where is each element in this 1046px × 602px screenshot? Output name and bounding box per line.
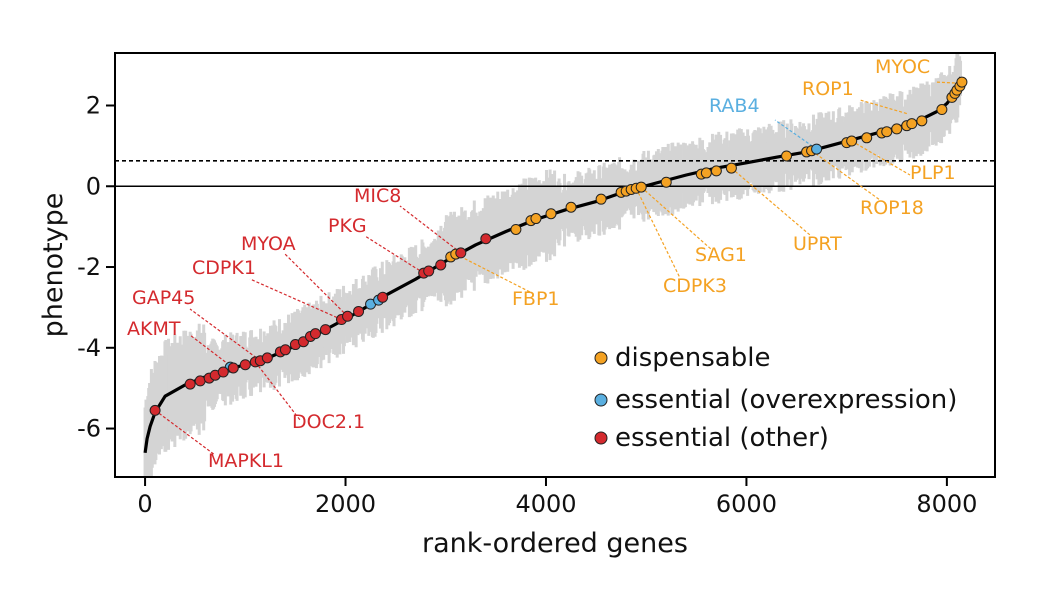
- leader-rop1: [859, 99, 907, 115]
- point-essential-other: [309, 328, 321, 340]
- point-dispensable: [846, 135, 858, 147]
- leader-fbp1: [455, 253, 531, 293]
- point-essential-other: [353, 305, 365, 317]
- point-essential-other: [184, 378, 196, 390]
- point-dispensable: [660, 176, 672, 188]
- point-dispensable: [510, 223, 522, 235]
- leader-mic8: [399, 205, 462, 254]
- point-dispensable: [635, 181, 647, 193]
- legend-label-dispensable: dispensable: [615, 343, 770, 373]
- x-tick-label: 2000: [315, 490, 376, 518]
- legend-label-essential-other: essential (other): [615, 423, 829, 453]
- point-dispensable: [861, 132, 873, 144]
- gene-points: [149, 76, 968, 416]
- point-dispensable: [916, 115, 928, 127]
- annotation-cdpk1: CDPK1: [192, 257, 256, 279]
- y-axis-title: phenotype: [38, 193, 69, 338]
- annotation-uprt: UPRT: [793, 233, 842, 255]
- legend-marker-dispensable: [594, 351, 608, 365]
- leader-rop18: [811, 150, 881, 201]
- y-tick-label: -6: [77, 415, 101, 443]
- legend-marker-essential-overexpression: [594, 393, 608, 407]
- annotation-pkg: PKG: [328, 215, 367, 237]
- leader-plp1: [851, 140, 911, 176]
- x-tick-label: 4000: [515, 490, 576, 518]
- point-essential-other: [261, 352, 273, 364]
- point-dispensable: [956, 76, 968, 88]
- annotation-rop18: ROP18: [860, 197, 924, 219]
- leader-gap45: [189, 308, 261, 362]
- annotation-mic8: MIC8: [354, 185, 401, 207]
- point-dispensable: [725, 162, 737, 174]
- annotation-sag1: SAG1: [695, 244, 747, 266]
- x-tick-label: 8000: [916, 490, 977, 518]
- point-dispensable: [936, 104, 948, 116]
- annotation-gap45: GAP45: [132, 287, 195, 309]
- axis-ticks: 0 2000 4000 6000 8000 2 0 -2 -4 -6: [77, 91, 977, 518]
- point-dispensable: [881, 126, 893, 138]
- point-dispensable: [710, 165, 722, 177]
- annotation-rab4: RAB4: [709, 95, 760, 117]
- point-dispensable: [891, 123, 903, 135]
- x-axis-title: rank-ordered genes: [422, 528, 688, 559]
- point-essential-other: [217, 366, 229, 378]
- gene-annotations: MYOC ROP1 RAB4 PLP1 ROP18 UPRT SAG1 CDPK3 FBP1 MI…: [127, 56, 956, 472]
- point-essential-other: [227, 362, 239, 374]
- point-dispensable: [781, 150, 793, 162]
- leader-uprt: [731, 167, 811, 236]
- point-essential-other: [377, 291, 389, 303]
- point-dispensable: [906, 118, 918, 130]
- legend-label-essential-overexpression: essential (overexpression): [615, 385, 957, 415]
- plot-frame: [114, 52, 996, 478]
- annotation-akmt: AKMT: [127, 318, 181, 340]
- leader-akmt: [189, 334, 234, 369]
- point-dispensable: [545, 208, 557, 220]
- point-essential-other: [455, 247, 467, 259]
- variance-band: [143, 53, 963, 477]
- leader-mapkl1: [154, 409, 216, 456]
- annotation-fbp1: FBP1: [512, 288, 560, 310]
- annotation-doc2-1: DOC2.1: [292, 411, 365, 433]
- legend-marker-essential-other: [594, 431, 608, 445]
- x-tick-label: 0: [137, 490, 152, 518]
- x-tick-label: 6000: [716, 490, 777, 518]
- point-essential-other: [279, 344, 291, 356]
- annotation-mapkl1: MAPKL1: [208, 450, 284, 472]
- leader-cdpk3: [635, 188, 681, 279]
- leader-rab4: [774, 119, 817, 150]
- point-essential-other: [239, 359, 251, 371]
- annotation-plp1: PLP1: [910, 162, 956, 184]
- point-dispensable: [565, 201, 577, 213]
- y-tick-label: 0: [86, 172, 101, 200]
- point-essential-other: [480, 233, 492, 245]
- annotation-myoc: MYOC: [875, 56, 930, 78]
- point-dispensable: [700, 167, 712, 179]
- leader-sag1: [640, 186, 713, 251]
- annotation-myoa: MYOA: [241, 233, 296, 255]
- y-tick-label: 2: [86, 91, 101, 119]
- annotation-rop1: ROP1: [802, 78, 854, 100]
- annotation-cdpk3: CDPK3: [663, 275, 727, 297]
- point-essential-other: [319, 324, 331, 336]
- point-dispensable: [530, 213, 542, 225]
- leader-myoc: [934, 81, 960, 84]
- leader-doc2-1: [254, 361, 301, 421]
- point-essential-other: [435, 259, 447, 271]
- annotation-leaders: [154, 81, 960, 456]
- point-essential-other: [149, 404, 161, 416]
- y-tick-label: -2: [77, 253, 101, 281]
- point-essential-overexpression: [811, 143, 823, 155]
- point-dispensable: [595, 193, 607, 205]
- point-essential-other: [423, 265, 435, 277]
- point-essential-other: [342, 310, 354, 322]
- leader-cdpk1: [249, 278, 342, 321]
- legend: dispensable essential (overexpression) ess…: [594, 343, 957, 453]
- y-tick-label: -4: [77, 334, 101, 362]
- leader-pkg: [364, 235, 425, 274]
- reference-lines: [115, 160, 995, 188]
- point-essential-other: [194, 375, 206, 387]
